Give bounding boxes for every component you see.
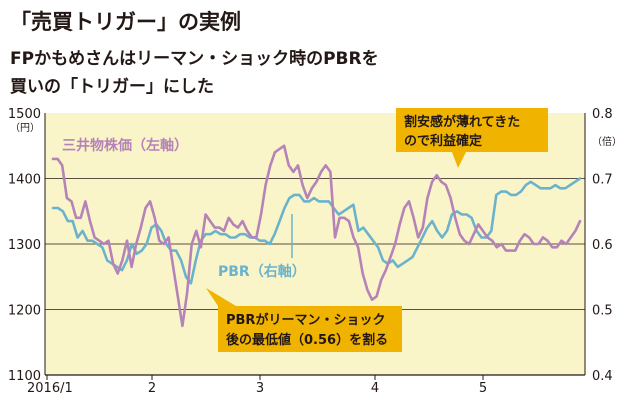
- annotation-text-line2: ので利益確定: [404, 133, 482, 149]
- x-tick-label: 3: [256, 381, 264, 396]
- series-label-pbr: PBR（右軸）: [218, 263, 306, 280]
- annotation-pointer: [206, 288, 236, 306]
- annotation-box: [218, 306, 402, 352]
- x-tick-label: 4: [371, 381, 379, 396]
- annotation-profit-taking: 割安感が薄れてきた ので利益確定: [396, 108, 548, 168]
- annotation-pbr-low: PBRがリーマン・ショック 後の最低値（0.56）を割る: [206, 288, 402, 352]
- annotation-text-line1: 割安感が薄れてきた: [404, 114, 520, 130]
- annotation-text-line2: 後の最低値（0.56）を割る: [226, 332, 388, 348]
- y-left-tick-label: 1100: [8, 369, 41, 384]
- x-tick-label: 2016/1: [27, 381, 73, 396]
- chart-subtitle-line2: 買いの「トリガー」にした: [10, 77, 214, 97]
- series-lines: [51, 144, 582, 328]
- chart-title: 「売買トリガー」の実例: [10, 10, 241, 34]
- annotation-text-line1: PBRがリーマン・ショック: [226, 312, 385, 328]
- y-left-unit: （円）: [10, 122, 40, 134]
- y-left-tick-label: 1500: [8, 107, 41, 122]
- y-right-tick-label: 0.5: [592, 304, 613, 319]
- y-right-tick-label: 0.4: [592, 369, 613, 384]
- series-line-price: [51, 144, 582, 328]
- y-right-unit: （倍）: [592, 135, 622, 148]
- axes: 1500 1400 1300 1200 1100 0.8 0.7 0.6 0.5 0.4 2016/…: [8, 107, 613, 396]
- y-right-tick-label: 0.8: [592, 107, 613, 122]
- series-label-price: 三井物株価（左軸）: [62, 137, 188, 154]
- annotation-box: [396, 108, 548, 152]
- y-right-tick-label: 0.6: [592, 238, 613, 253]
- y-left-tick-label: 1300: [8, 238, 41, 253]
- series-line-pbr: [51, 177, 582, 285]
- x-tick-label: 2: [148, 381, 156, 396]
- chart-subtitle-line1: FPかもめさんはリーマン・ショック時のPBRを: [10, 49, 379, 69]
- y-left-tick-label: 1400: [8, 173, 41, 188]
- y-left-tick-label: 1200: [8, 304, 41, 319]
- annotation-pointer: [452, 152, 466, 168]
- x-tick-label: 5: [479, 381, 487, 396]
- y-right-tick-label: 0.7: [592, 173, 613, 188]
